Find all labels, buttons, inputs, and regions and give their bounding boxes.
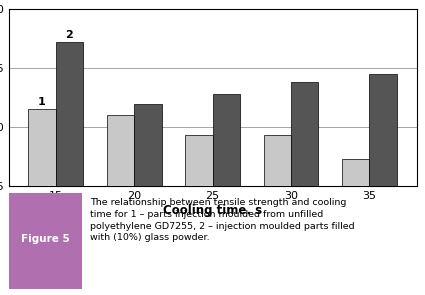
Text: 2: 2	[65, 30, 73, 40]
Bar	[28, 109, 56, 295]
FancyBboxPatch shape	[8, 193, 82, 289]
Bar	[56, 42, 83, 295]
Text: 1: 1	[38, 97, 46, 107]
Bar	[342, 159, 369, 295]
X-axis label: Cooling time. s: Cooling time. s	[163, 204, 262, 217]
Text: Figure 5: Figure 5	[21, 234, 70, 244]
Bar	[212, 94, 240, 295]
Bar	[291, 82, 318, 295]
Bar	[134, 104, 162, 295]
Text: The relationship between tensile strength and cooling
time for 1 – parts injecti: The relationship between tensile strengt…	[90, 198, 355, 242]
Bar	[185, 135, 212, 295]
Bar	[264, 135, 291, 295]
Bar	[369, 74, 397, 295]
Bar	[107, 115, 134, 295]
